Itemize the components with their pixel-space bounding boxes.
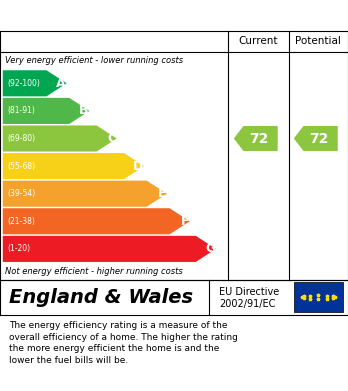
Text: Energy Efficiency Rating: Energy Efficiency Rating <box>9 8 219 23</box>
Text: Potential: Potential <box>295 36 341 47</box>
Text: F: F <box>181 215 189 228</box>
Polygon shape <box>3 153 144 179</box>
Text: EU Directive: EU Directive <box>219 287 279 297</box>
Polygon shape <box>3 236 216 262</box>
Text: D: D <box>133 160 143 172</box>
Text: Very energy efficient - lower running costs: Very energy efficient - lower running co… <box>5 56 183 65</box>
Text: E: E <box>158 187 166 200</box>
Text: Current: Current <box>239 36 278 47</box>
Text: England & Wales: England & Wales <box>9 288 193 307</box>
Text: G: G <box>205 242 215 255</box>
Text: (39-54): (39-54) <box>7 189 35 198</box>
Bar <box>294 282 343 312</box>
Text: 72: 72 <box>310 131 329 145</box>
Polygon shape <box>234 126 278 151</box>
Text: (55-68): (55-68) <box>7 161 35 170</box>
Text: Not energy efficient - higher running costs: Not energy efficient - higher running co… <box>5 267 183 276</box>
Polygon shape <box>3 126 117 152</box>
Polygon shape <box>3 70 66 96</box>
Polygon shape <box>3 98 89 124</box>
Text: C: C <box>107 132 116 145</box>
Polygon shape <box>3 208 190 234</box>
Text: B: B <box>79 104 89 117</box>
Polygon shape <box>294 126 338 151</box>
Polygon shape <box>3 181 167 207</box>
Text: A: A <box>56 77 66 90</box>
Text: (1-20): (1-20) <box>7 244 30 253</box>
Text: (69-80): (69-80) <box>7 134 35 143</box>
Text: (21-38): (21-38) <box>7 217 35 226</box>
Text: (92-100): (92-100) <box>7 79 40 88</box>
Text: (81-91): (81-91) <box>7 106 35 115</box>
Text: The energy efficiency rating is a measure of the
overall efficiency of a home. T: The energy efficiency rating is a measur… <box>9 321 238 365</box>
Text: 72: 72 <box>250 131 269 145</box>
Text: 2002/91/EC: 2002/91/EC <box>219 299 276 309</box>
